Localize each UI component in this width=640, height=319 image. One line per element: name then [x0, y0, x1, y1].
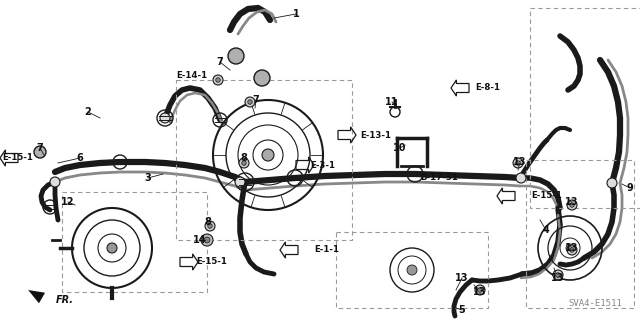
Text: 14: 14 [193, 235, 207, 245]
Circle shape [245, 97, 255, 107]
Text: 7: 7 [216, 57, 223, 67]
Circle shape [208, 224, 212, 228]
Text: 9: 9 [627, 183, 634, 193]
Circle shape [205, 221, 215, 231]
Circle shape [570, 248, 574, 252]
Bar [336, 232, 488, 308]
Circle shape [239, 158, 249, 168]
Text: E-3-1: E-3-1 [310, 160, 335, 169]
Text: B-17-31: B-17-31 [420, 174, 458, 182]
Circle shape [160, 113, 170, 123]
Text: 4: 4 [543, 225, 549, 235]
Circle shape [213, 75, 223, 85]
Text: E-14-1: E-14-1 [176, 70, 207, 79]
Text: E-1-1: E-1-1 [314, 246, 339, 255]
Text: E-15-1: E-15-1 [2, 153, 33, 162]
Polygon shape [28, 290, 45, 303]
Circle shape [107, 243, 117, 253]
Circle shape [235, 177, 245, 187]
Circle shape [50, 177, 60, 187]
Circle shape [570, 203, 574, 207]
Circle shape [34, 146, 46, 158]
Text: 8: 8 [205, 217, 211, 227]
Circle shape [216, 78, 220, 82]
Text: 11: 11 [385, 97, 399, 107]
Text: 7: 7 [253, 95, 259, 105]
Bar [530, 8, 640, 208]
Circle shape [228, 48, 244, 64]
Circle shape [204, 237, 210, 243]
Circle shape [556, 273, 560, 277]
Circle shape [477, 288, 483, 292]
Circle shape [516, 161, 520, 165]
Text: 2: 2 [84, 107, 92, 117]
Circle shape [566, 244, 574, 252]
Text: 13: 13 [565, 197, 579, 207]
Text: E-15-1: E-15-1 [531, 191, 562, 201]
Text: 3: 3 [145, 173, 152, 183]
Circle shape [248, 100, 252, 104]
Circle shape [567, 200, 577, 210]
Circle shape [553, 270, 563, 280]
Circle shape [607, 178, 617, 188]
Text: 8: 8 [241, 153, 248, 163]
Text: 1: 1 [292, 9, 300, 19]
Circle shape [201, 234, 213, 246]
Circle shape [567, 245, 577, 255]
Text: 13: 13 [551, 273, 564, 283]
Text: 13: 13 [473, 287, 487, 297]
Circle shape [516, 173, 526, 183]
Text: E-15-1: E-15-1 [196, 257, 227, 266]
Bar [526, 160, 634, 308]
Text: E-13-1: E-13-1 [360, 130, 391, 139]
Circle shape [242, 161, 246, 165]
Text: 6: 6 [77, 153, 83, 163]
Text: 13: 13 [513, 157, 527, 167]
Text: 13: 13 [565, 243, 579, 253]
Circle shape [407, 265, 417, 275]
Circle shape [254, 70, 270, 86]
Text: SVA4-E1511: SVA4-E1511 [568, 299, 621, 308]
Bar [176, 80, 352, 240]
Text: 7: 7 [36, 143, 44, 153]
Text: 10: 10 [393, 143, 407, 153]
Text: E-8-1: E-8-1 [475, 84, 500, 93]
Circle shape [475, 285, 485, 295]
Bar [62, 192, 207, 292]
Circle shape [513, 158, 523, 168]
Text: FR.: FR. [56, 295, 74, 305]
Text: 13: 13 [455, 273, 468, 283]
Text: 12: 12 [61, 197, 75, 207]
Circle shape [262, 149, 274, 161]
Text: 5: 5 [459, 305, 465, 315]
